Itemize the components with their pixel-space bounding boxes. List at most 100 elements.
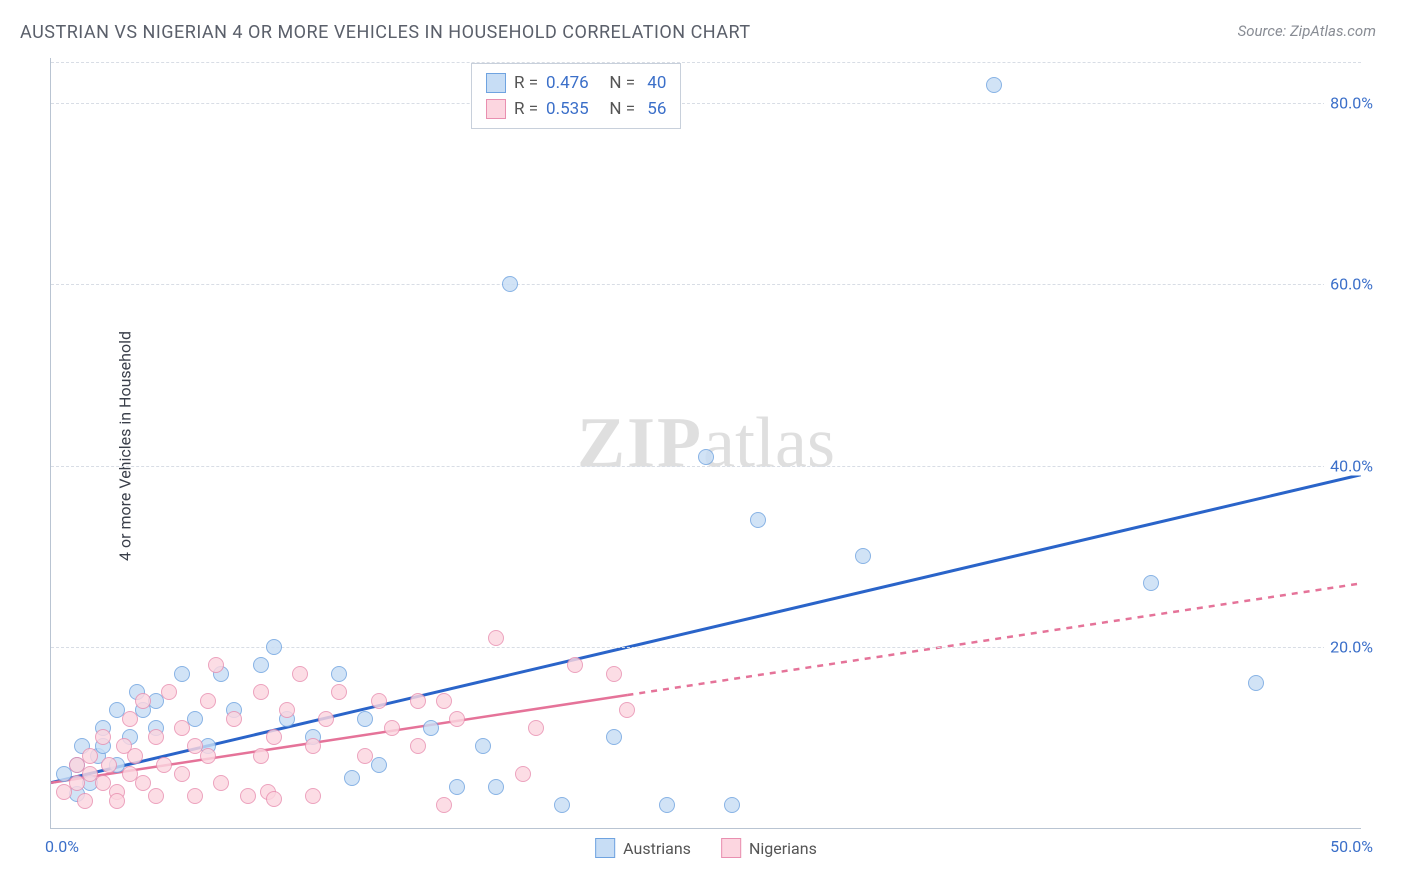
scatter-point-nigerians	[357, 748, 373, 764]
n-label: N =	[597, 96, 640, 122]
scatter-point-nigerians	[200, 693, 216, 709]
x-tick-label: 0.0%	[45, 837, 79, 856]
n-value: 56	[647, 96, 666, 122]
scatter-point-austrians	[659, 797, 675, 813]
y-tick-label: 80.0%	[1324, 94, 1373, 113]
r-value: 0.535	[546, 96, 589, 122]
scatter-point-austrians	[1143, 575, 1159, 591]
scatter-point-nigerians	[208, 657, 224, 673]
scatter-point-nigerians	[127, 748, 143, 764]
y-tick-label: 40.0%	[1324, 456, 1373, 475]
correlation-legend-row: R = 0.535 N = 56	[486, 96, 666, 122]
scatter-point-nigerians	[606, 666, 622, 682]
scatter-point-austrians	[750, 512, 766, 528]
legend-swatch-nigerians	[486, 99, 506, 119]
scatter-point-nigerians	[292, 666, 308, 682]
scatter-point-nigerians	[226, 711, 242, 727]
r-label: R =	[514, 96, 538, 122]
scatter-point-nigerians	[528, 720, 544, 736]
scatter-point-nigerians	[318, 711, 334, 727]
legend-swatch-austrians	[486, 73, 506, 93]
legend-item-nigerians: Nigerians	[721, 838, 817, 858]
legend-item-austrians: Austrians	[595, 838, 691, 858]
scatter-point-austrians	[1248, 675, 1264, 691]
chart-title: AUSTRIAN VS NIGERIAN 4 OR MORE VEHICLES …	[20, 22, 751, 43]
scatter-point-nigerians	[305, 738, 321, 754]
scatter-point-austrians	[344, 770, 360, 786]
gridline	[51, 466, 1361, 467]
series-legend: Austrians Nigerians	[595, 838, 817, 858]
scatter-point-nigerians	[148, 729, 164, 745]
scatter-point-nigerians	[515, 766, 531, 782]
scatter-point-nigerians	[384, 720, 400, 736]
source-label: Source: ZipAtlas.com	[1238, 22, 1376, 40]
y-tick-label: 60.0%	[1324, 275, 1373, 294]
scatter-point-nigerians	[436, 797, 452, 813]
scatter-point-austrians	[475, 738, 491, 754]
scatter-point-nigerians	[148, 788, 164, 804]
scatter-point-nigerians	[449, 711, 465, 727]
scatter-point-nigerians	[213, 775, 229, 791]
scatter-point-nigerians	[436, 693, 452, 709]
scatter-point-nigerians	[253, 748, 269, 764]
scatter-point-austrians	[357, 711, 373, 727]
scatter-point-nigerians	[266, 791, 282, 807]
gridline	[51, 647, 1361, 648]
scatter-point-austrians	[554, 797, 570, 813]
scatter-point-nigerians	[567, 657, 583, 673]
scatter-point-nigerians	[82, 748, 98, 764]
scatter-point-nigerians	[174, 766, 190, 782]
scatter-point-nigerians	[187, 788, 203, 804]
scatter-point-austrians	[253, 657, 269, 673]
scatter-point-austrians	[606, 729, 622, 745]
gridline	[51, 103, 1361, 104]
legend-swatch-austrians	[595, 838, 615, 858]
scatter-point-nigerians	[488, 630, 504, 646]
scatter-point-austrians	[488, 779, 504, 795]
watermark: ZIPatlas	[577, 402, 835, 485]
scatter-point-nigerians	[410, 693, 426, 709]
scatter-point-nigerians	[331, 684, 347, 700]
n-value: 40	[647, 70, 666, 96]
scatter-point-austrians	[423, 720, 439, 736]
scatter-point-austrians	[174, 666, 190, 682]
scatter-point-austrians	[266, 639, 282, 655]
scatter-point-austrians	[331, 666, 347, 682]
scatter-point-nigerians	[135, 775, 151, 791]
scatter-point-austrians	[449, 779, 465, 795]
scatter-point-nigerians	[240, 788, 256, 804]
legend-swatch-nigerians	[721, 838, 741, 858]
scatter-point-nigerians	[109, 793, 125, 809]
scatter-point-nigerians	[305, 788, 321, 804]
trend-line-austrians	[51, 475, 1361, 783]
scatter-point-nigerians	[122, 711, 138, 727]
scatter-point-nigerians	[279, 702, 295, 718]
scatter-point-nigerians	[619, 702, 635, 718]
gridline	[51, 62, 1361, 63]
legend-label: Austrians	[623, 839, 691, 858]
correlation-legend-row: R = 0.476 N = 40	[486, 70, 666, 96]
scatter-point-nigerians	[253, 684, 269, 700]
r-value: 0.476	[546, 70, 589, 96]
scatter-point-nigerians	[200, 748, 216, 764]
scatter-point-austrians	[371, 757, 387, 773]
scatter-point-nigerians	[135, 693, 151, 709]
scatter-point-nigerians	[161, 684, 177, 700]
y-tick-label: 20.0%	[1324, 637, 1373, 656]
scatter-point-austrians	[698, 449, 714, 465]
r-label: R =	[514, 70, 538, 96]
scatter-plot: ZIPatlas 20.0%40.0%60.0%80.0%0.0%50.0% R…	[50, 58, 1361, 829]
scatter-point-austrians	[724, 797, 740, 813]
scatter-point-nigerians	[77, 793, 93, 809]
legend-label: Nigerians	[749, 839, 817, 858]
n-label: N =	[597, 70, 640, 96]
trend-lines	[51, 58, 1361, 828]
scatter-point-nigerians	[95, 729, 111, 745]
scatter-point-nigerians	[371, 693, 387, 709]
scatter-point-austrians	[502, 276, 518, 292]
correlation-legend: R = 0.476 N = 40 R = 0.535 N = 56	[471, 63, 681, 129]
scatter-point-nigerians	[410, 738, 426, 754]
scatter-point-austrians	[855, 548, 871, 564]
scatter-point-nigerians	[156, 757, 172, 773]
gridline	[51, 284, 1361, 285]
